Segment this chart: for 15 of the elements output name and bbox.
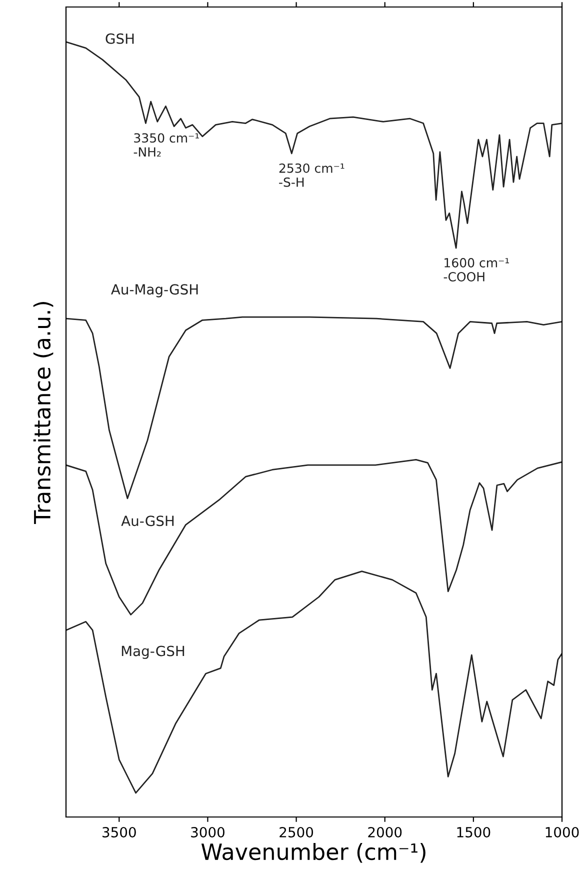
x-tick-label: 3500 [102, 826, 136, 838]
y-axis-title: Transmittance (a.u.) [33, 302, 54, 524]
x-tick-label: 2500 [280, 826, 314, 838]
series-label: Au-Mag-GSH [111, 284, 198, 298]
annotation: 1600 cm⁻¹ -COOH [444, 258, 509, 282]
series-label: Au-GSH [121, 516, 174, 526]
annotation: 2530 cm⁻¹ -S-H [279, 163, 344, 187]
series-label: GSH [106, 33, 134, 44]
series-label: Mag-GSH [122, 646, 184, 659]
x-axis-title: Wavenumber (cm⁻¹) [201, 842, 426, 863]
x-tick-label: 1000 [546, 826, 579, 838]
x-tick-label: 3000 [191, 826, 224, 838]
x-tick-label: 1500 [457, 826, 490, 838]
annotation: 3350 cm⁻¹ -NH₂ [134, 133, 199, 157]
x-tick-label: 2000 [368, 826, 402, 838]
